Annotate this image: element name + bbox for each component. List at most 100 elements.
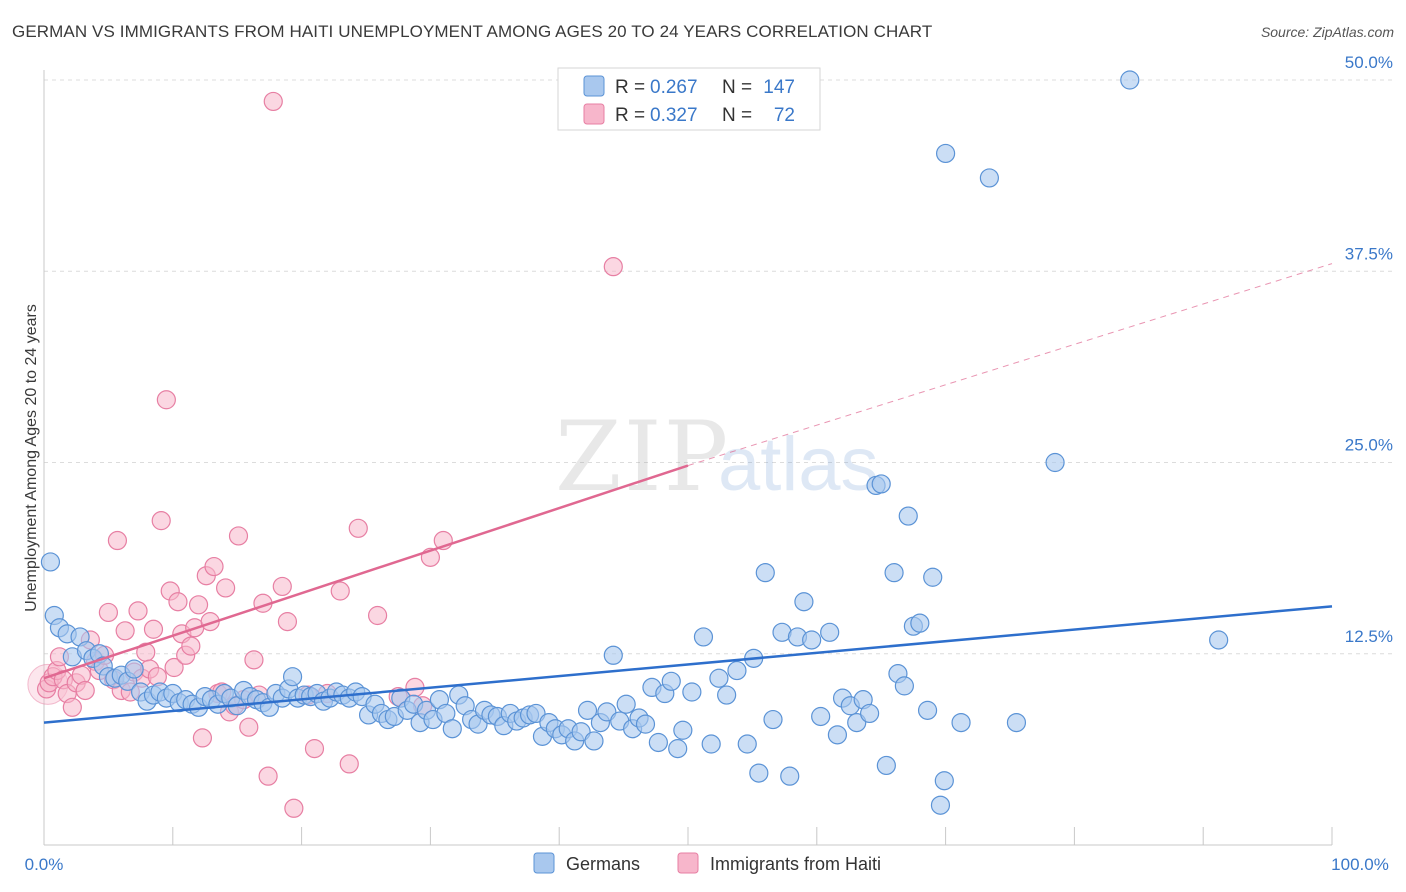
haiti-point [284, 798, 304, 818]
y-tick-label: 12.5% [1345, 627, 1393, 646]
german-point [124, 659, 144, 679]
haiti-point [330, 581, 350, 601]
german-point [1006, 712, 1027, 733]
haiti-trendline-extension [687, 263, 1333, 467]
german-point [603, 645, 623, 665]
haiti-point [164, 657, 184, 678]
haiti-point [239, 717, 259, 737]
legend-swatch-germans [583, 75, 605, 97]
german-point [1045, 452, 1065, 473]
german-point [923, 567, 943, 587]
german-point [930, 795, 951, 815]
german-point [40, 552, 61, 572]
legend-swatch-haiti [583, 103, 605, 125]
german-point [668, 739, 688, 759]
german-points [40, 70, 1229, 815]
german-point [884, 563, 904, 583]
legend: R = 0.267 N = 147 R = 0.327 N = 72 [557, 67, 821, 131]
german-point [682, 682, 702, 702]
german-point [1209, 630, 1229, 650]
german-point [693, 627, 714, 647]
haiti-point [603, 257, 623, 277]
gridlines [44, 79, 1392, 655]
german-point [780, 766, 800, 786]
source-label: Source: ZipAtlas.com [1260, 24, 1394, 40]
haiti-point [168, 592, 188, 612]
german-point [802, 630, 822, 650]
bottom-legend-haiti: Immigrants from Haiti [710, 854, 881, 874]
german-point [935, 143, 956, 164]
haiti-point [272, 576, 292, 597]
haiti-point [244, 650, 264, 670]
german-point [794, 592, 814, 612]
haiti-point [216, 578, 236, 598]
german-point [673, 720, 693, 740]
german-point [898, 506, 918, 526]
german-point [717, 685, 737, 705]
haiti-point [339, 754, 359, 774]
legend-n-value-2: 72 [774, 105, 795, 126]
haiti-point [156, 390, 176, 410]
haiti-point [188, 595, 209, 615]
haiti-point [98, 602, 119, 623]
legend-r-label-1: R = [615, 77, 645, 98]
x-tick-label-0: 0.0% [25, 855, 64, 874]
legend-r-value-1: 0.267 [650, 77, 698, 98]
german-point [860, 703, 880, 724]
german-point [934, 771, 954, 791]
haiti-point [228, 526, 249, 546]
german-point [979, 168, 999, 188]
haiti-point [367, 605, 388, 626]
haiti-point [348, 518, 368, 538]
x-tick-label-100: 100.0% [1331, 855, 1389, 874]
german-point [910, 613, 930, 633]
bottom-legend-swatch-germans [533, 852, 555, 874]
haiti-point [181, 636, 201, 656]
haiti-point [258, 766, 278, 786]
haiti-point [204, 556, 224, 577]
german-point [876, 755, 896, 776]
legend-n-label-1: N = [722, 77, 752, 98]
watermark: ZIP atlas [555, 401, 879, 513]
legend-n-value-1: 147 [763, 77, 795, 98]
german-point [827, 725, 848, 745]
haiti-point [62, 697, 82, 717]
chart-title: GERMAN VS IMMIGRANTS FROM HAITI UNEMPLOY… [12, 22, 933, 41]
legend-r-value-2: 0.327 [650, 105, 698, 126]
trendlines [43, 263, 1333, 724]
y-tick-label: 50.0% [1345, 53, 1393, 72]
german-point [737, 734, 757, 754]
german-point [661, 671, 681, 691]
y-tick-label: 37.5% [1345, 244, 1393, 263]
haiti-point [151, 511, 171, 531]
german-point [709, 668, 729, 688]
german-point [577, 700, 598, 720]
haiti-point [128, 601, 148, 621]
german-point [616, 694, 636, 714]
german-point [282, 667, 303, 687]
german-point [442, 719, 462, 739]
german-point [811, 706, 831, 727]
german-point [701, 734, 721, 754]
haiti-point [263, 91, 283, 112]
bottom-legend-germans: Germans [566, 854, 640, 874]
legend-n-label-2: N = [722, 105, 752, 126]
bottom-legend: Germans Immigrants from Haiti [533, 852, 881, 874]
x-axis-ticks [43, 827, 1333, 845]
german-point [951, 712, 971, 733]
y-axis-tick-labels: 12.5% 25.0% 37.5% 50.0% [1345, 53, 1393, 646]
haiti-point [304, 739, 325, 759]
haiti-point [107, 530, 128, 551]
haiti-point [192, 728, 213, 748]
watermark-atlas: atlas [718, 422, 879, 507]
german-point [894, 676, 914, 696]
haiti-point [75, 680, 95, 701]
german-point [871, 474, 891, 494]
legend-r-label-2: R = [615, 105, 645, 126]
german-point [749, 763, 769, 783]
german-point [917, 700, 938, 720]
german-point [763, 709, 783, 730]
bottom-legend-swatch-haiti [677, 852, 699, 874]
german-point [727, 660, 747, 681]
